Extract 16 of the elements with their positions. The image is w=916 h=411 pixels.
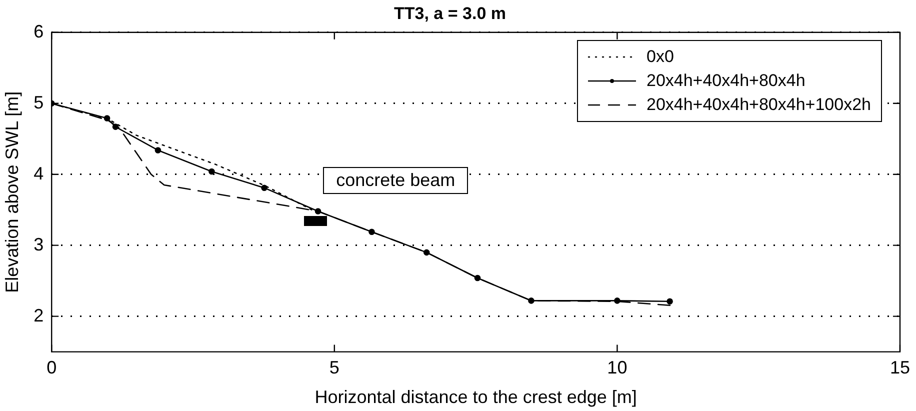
y-tick-label: 6 — [34, 21, 44, 42]
x-tick-label: 10 — [607, 358, 628, 378]
legend-label: 20x4h+40x4h+80x4h — [646, 70, 806, 92]
x-axis-title: Horizontal distance to the crest edge [m] — [314, 387, 637, 408]
annotation: concrete beam — [323, 167, 468, 194]
x-tick-label: 0 — [46, 358, 57, 378]
legend-label: 0x0 — [646, 46, 674, 68]
y-axis-title: Elevation above SWL [m] — [2, 91, 22, 293]
x-tick-label: 15 — [890, 358, 910, 378]
y-tick-label: 3 — [34, 234, 44, 254]
legend-label: 20x4h+40x4h+80x4h+100x2h — [646, 94, 871, 116]
y-tick-label: 5 — [34, 92, 44, 112]
y-tick-label: 4 — [34, 163, 44, 184]
x-tick-label: 5 — [329, 358, 340, 378]
y-tick-label: 2 — [34, 305, 44, 326]
chart-title: TT3, a = 3.0 m — [394, 4, 506, 23]
